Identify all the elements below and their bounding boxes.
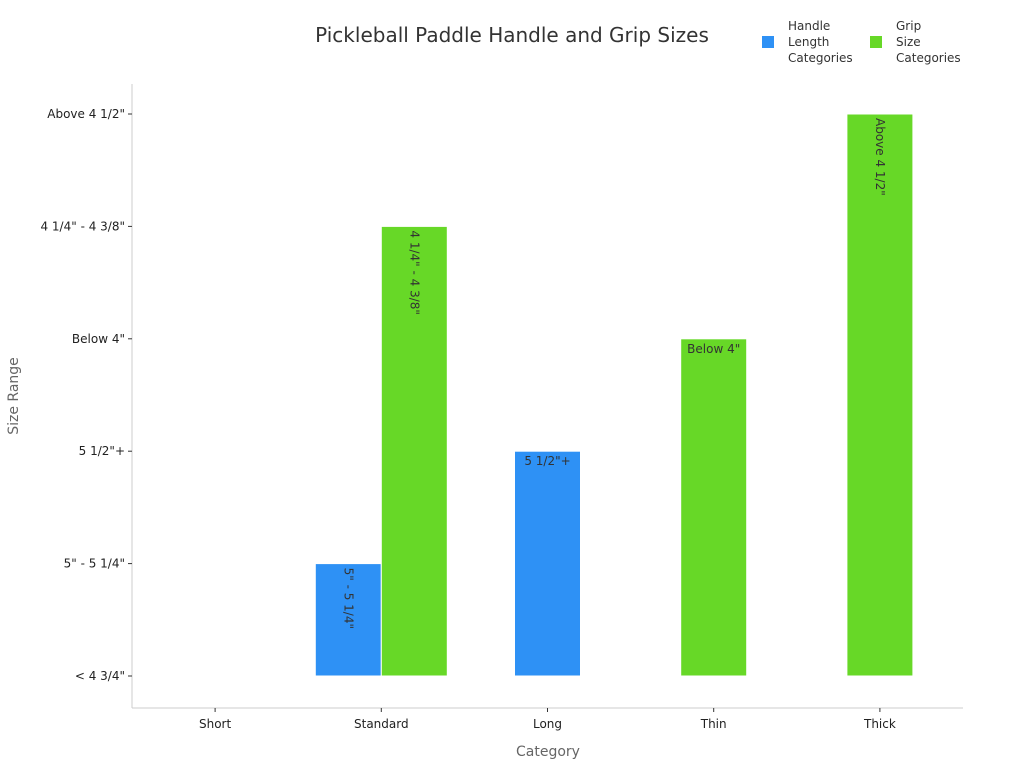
y-tick-label: 4 1/4" - 4 3/8"	[40, 219, 125, 233]
chart-title: Pickleball Paddle Handle and Grip Sizes	[315, 23, 709, 47]
legend-label: Categories	[788, 51, 853, 65]
bar-label: Below 4"	[687, 342, 740, 356]
legend-label: Grip	[896, 19, 921, 33]
y-axis-label: Size Range	[6, 357, 22, 435]
bar-label: 5 1/2"+	[524, 454, 570, 468]
x-tick-label: Long	[533, 717, 562, 731]
legend-swatch	[762, 36, 774, 48]
y-tick-label: < 4 3/4"	[75, 669, 125, 683]
bar-handle-length-categories-standard	[314, 563, 382, 677]
legend-swatch	[870, 36, 882, 48]
legend-label: Length	[788, 35, 829, 49]
x-axis-label: Category	[516, 744, 580, 760]
bars	[314, 113, 914, 677]
y-tick-label: 5" - 5 1/4"	[64, 557, 125, 571]
bar-label: 5" - 5 1/4"	[341, 568, 355, 629]
bar-grip-size-categories-thick	[846, 113, 914, 677]
x-tick-label: Thick	[863, 717, 896, 731]
x-tick-label: Short	[199, 717, 231, 731]
bar-grip-size-categories-standard	[380, 225, 448, 677]
bar-labels: 5" - 5 1/4" 4 1/4" - 4 3/8" 5 1/2"+ Below 4…	[341, 118, 887, 629]
x-tick-label: Thin	[700, 717, 727, 731]
bar-label: 4 1/4" - 4 3/8"	[407, 230, 421, 315]
bar-grip-size-categories-thin	[680, 338, 748, 677]
y-axis-ticks: < 4 3/4" 5" - 5 1/4" 5 1/2"+ Below 4" 4 1/4"…	[40, 107, 132, 683]
legend-label: Categories	[896, 51, 961, 65]
x-axis-ticks: Short Standard Long Thin Thick	[199, 708, 896, 731]
legend: Handle Length Categories Grip Size Categories	[762, 19, 961, 65]
legend-label: Size	[896, 35, 921, 49]
y-tick-label: Above 4 1/2"	[47, 107, 125, 121]
x-tick-label: Standard	[354, 717, 409, 731]
bar-label: Above 4 1/2"	[873, 118, 887, 196]
y-tick-label: 5 1/2"+	[79, 444, 125, 458]
legend-label: Handle	[788, 19, 830, 33]
bar-handle-length-categories-long	[514, 450, 581, 677]
y-tick-label: Below 4"	[72, 332, 125, 346]
